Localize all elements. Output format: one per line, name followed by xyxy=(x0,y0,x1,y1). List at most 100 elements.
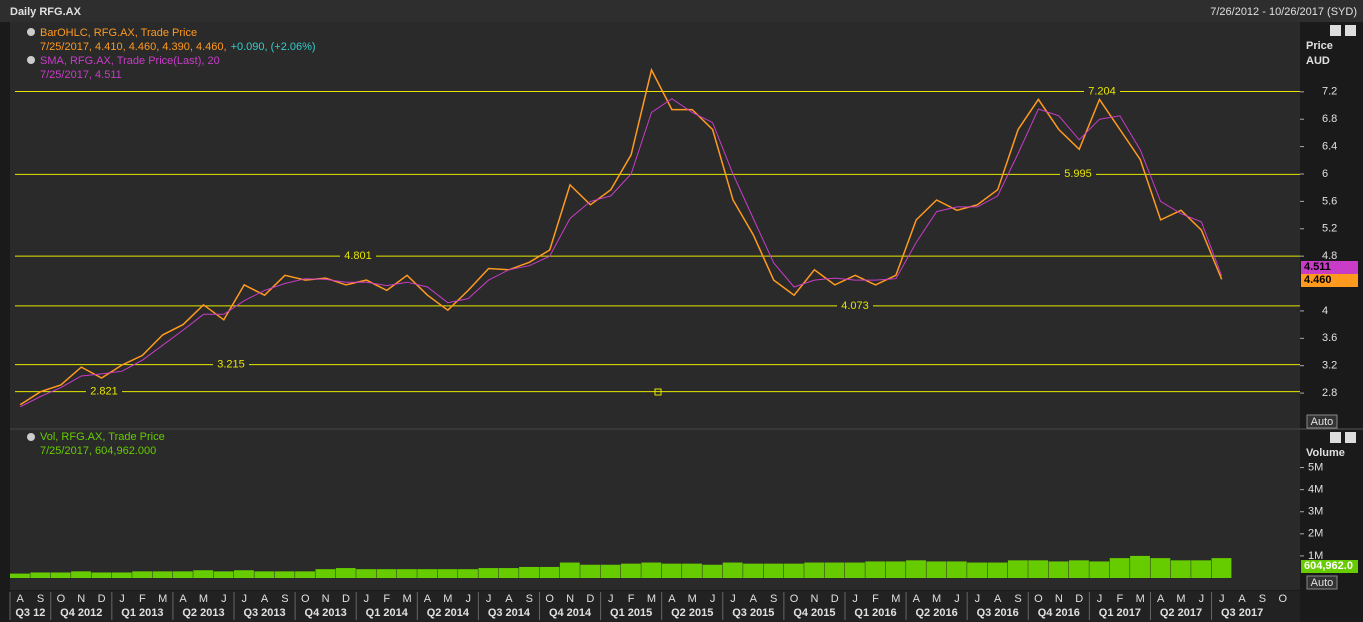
quarter-label: Q2 2016 xyxy=(916,607,958,619)
y-tick-label: 2.8 xyxy=(1322,387,1337,399)
y-tick-label: 6.4 xyxy=(1322,141,1337,153)
y2-axis-label: Volume xyxy=(1306,447,1345,459)
volume-bar xyxy=(620,563,641,578)
volume-bar xyxy=(458,569,478,578)
volume-bar xyxy=(71,571,91,578)
price-line xyxy=(19,67,1223,406)
legend-icon[interactable] xyxy=(27,56,35,64)
date-range: 7/26/2012 - 10/26/2017 (SYD) xyxy=(1210,6,1357,18)
y-tick-label: 3.2 xyxy=(1322,360,1337,372)
volume-bar xyxy=(1068,560,1089,578)
last-value-label: 4.460 xyxy=(1304,274,1332,286)
x-tick-label: M xyxy=(199,593,208,605)
x-tick-label: J xyxy=(852,593,858,605)
y-axis-unit: AUD xyxy=(1306,55,1330,67)
x-tick-label: D xyxy=(342,593,350,605)
x-tick-label: A xyxy=(750,593,758,605)
volume-bar xyxy=(437,569,458,578)
volume-bar xyxy=(417,569,438,578)
x-tick-label: J xyxy=(730,593,736,605)
volume-bar xyxy=(580,564,601,578)
volume-bar xyxy=(844,562,865,578)
y-tick-label: 6 xyxy=(1322,168,1328,180)
x-tick-label: O xyxy=(1279,593,1288,605)
volume-bar xyxy=(661,563,682,578)
price-line xyxy=(19,98,1223,408)
volume-bar xyxy=(111,572,132,578)
x-tick-label: A xyxy=(424,593,432,605)
volume-bar xyxy=(722,562,743,578)
volume-bar xyxy=(10,573,30,578)
y-tick-label: 4.8 xyxy=(1322,250,1337,262)
legend-entry: SMA, RFG.AX, Trade Price(Last), 20 xyxy=(40,55,220,67)
level-label-bg xyxy=(86,385,122,398)
x-tick-label: J xyxy=(975,593,981,605)
auto-button-label[interactable]: Auto xyxy=(1311,416,1334,428)
level-label-bg xyxy=(340,250,376,263)
volume-bar xyxy=(804,562,825,578)
quarter-label: Q4 2014 xyxy=(549,607,592,619)
legend-detail: 7/25/2017, 4.511 xyxy=(40,69,122,81)
quarter-label: Q2 2017 xyxy=(1160,607,1202,619)
level-label: 4.073 xyxy=(841,300,869,312)
volume-bar xyxy=(1089,561,1110,578)
x-tick-label: M xyxy=(158,593,167,605)
volume-bar xyxy=(1211,558,1232,578)
level-label-bg xyxy=(1084,85,1120,98)
x-tick-label: F xyxy=(139,593,146,605)
y2-tick-label: 5M xyxy=(1308,461,1323,473)
volume-bar xyxy=(865,561,886,578)
quarter-label: Q4 2012 xyxy=(60,607,102,619)
x-tick-label: J xyxy=(954,593,960,605)
level-label: 2.821 xyxy=(90,386,118,398)
quarter-label: Q3 2016 xyxy=(977,607,1019,619)
x-tick-label: D xyxy=(98,593,106,605)
volume-bar xyxy=(356,569,377,578)
volume-bar xyxy=(539,566,560,578)
volume-bar xyxy=(763,563,784,578)
close-button[interactable] xyxy=(1345,25,1356,36)
y2-tick-label: 3M xyxy=(1308,506,1323,518)
y-tick-label: 3.6 xyxy=(1322,332,1337,344)
volume-bar xyxy=(91,572,112,578)
x-tick-label: J xyxy=(465,593,471,605)
legend-icon[interactable] xyxy=(27,28,35,36)
auto-button[interactable] xyxy=(1306,575,1338,590)
x-tick-label: J xyxy=(1219,593,1225,605)
y2-tick-label: 2M xyxy=(1308,528,1323,540)
x-tick-label: S xyxy=(1259,593,1266,605)
volume-bar xyxy=(315,569,336,578)
level-label-bg xyxy=(837,299,873,312)
volume-bar xyxy=(906,560,926,578)
x-tick-label: F xyxy=(383,593,390,605)
last-value-badge xyxy=(1301,261,1358,274)
auto-button-label[interactable]: Auto xyxy=(1311,577,1334,589)
x-tick-label: A xyxy=(994,593,1002,605)
x-tick-label: M xyxy=(688,593,697,605)
x-tick-label: A xyxy=(179,593,187,605)
volume-bar xyxy=(559,562,580,578)
auto-button[interactable] xyxy=(1306,414,1338,429)
quarter-label: Q4 2015 xyxy=(793,607,835,619)
x-tick-label: F xyxy=(628,593,635,605)
level-label: 3.215 xyxy=(217,359,245,371)
x-tick-label: M xyxy=(647,593,656,605)
x-tick-label: M xyxy=(891,593,900,605)
window-button[interactable] xyxy=(1330,25,1341,36)
last-value-label: 4.511 xyxy=(1304,261,1331,273)
x-tick-label: O xyxy=(1034,593,1043,605)
volume-bar xyxy=(783,563,804,578)
x-tick-label: J xyxy=(119,593,125,605)
x-tick-label: S xyxy=(281,593,288,605)
x-tick-label: M xyxy=(403,593,412,605)
legend-icon[interactable] xyxy=(27,433,35,441)
volume-bar xyxy=(702,564,723,578)
y2-tick-label: 1M xyxy=(1308,550,1323,562)
quarter-label: Q2 2013 xyxy=(182,607,224,619)
x-tick-label: O xyxy=(545,593,554,605)
window-button[interactable] xyxy=(1330,432,1341,443)
quarter-label: Q1 2016 xyxy=(854,607,896,619)
level-label: 7.204 xyxy=(1088,85,1116,97)
x-tick-label: N xyxy=(322,593,330,605)
close-button[interactable] xyxy=(1345,432,1356,443)
